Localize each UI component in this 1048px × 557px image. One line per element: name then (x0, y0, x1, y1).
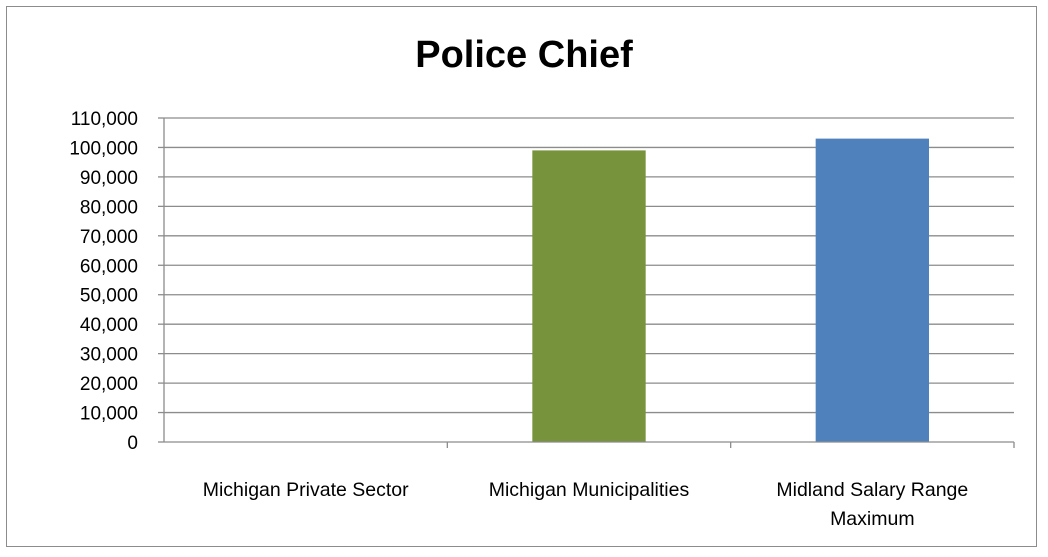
bar (815, 138, 929, 443)
x-category-label-line: Maximum (830, 508, 915, 530)
y-tick-label: 100,000 (69, 138, 138, 159)
y-tick-label: 10,000 (80, 404, 138, 425)
y-tick-label: 30,000 (80, 345, 138, 366)
y-tick-label: 0 (127, 433, 138, 454)
x-category-label: Michigan Municipalities (489, 479, 690, 501)
y-tick-label: 70,000 (80, 227, 138, 248)
y-axis-tick-labels: 0 10,000 20,000 30,000 40,000 50,000 60,000 70,… (69, 109, 138, 454)
y-tick-label: 80,000 (80, 197, 138, 218)
x-category-label: Midland Salary Range Maximum (776, 479, 968, 530)
y-tick-label: 20,000 (80, 374, 138, 395)
x-category-label-line: Michigan Municipalities (489, 479, 690, 501)
x-category-label-line: Michigan Private Sector (203, 479, 409, 501)
bars (532, 138, 929, 443)
bar (532, 150, 646, 442)
y-tick-label: 60,000 (80, 256, 138, 277)
chart-title: Police Chief (415, 34, 633, 76)
y-tick-label: 50,000 (80, 286, 138, 307)
x-category-label: Michigan Private Sector (203, 479, 409, 501)
y-tick-label: 40,000 (80, 315, 138, 336)
y-tick-label: 90,000 (80, 168, 138, 189)
x-category-label-line: Midland Salary Range (776, 479, 968, 501)
x-axis-category-labels: Michigan Private Sector Michigan Municipa… (203, 479, 969, 530)
y-tick-label: 110,000 (71, 109, 138, 130)
